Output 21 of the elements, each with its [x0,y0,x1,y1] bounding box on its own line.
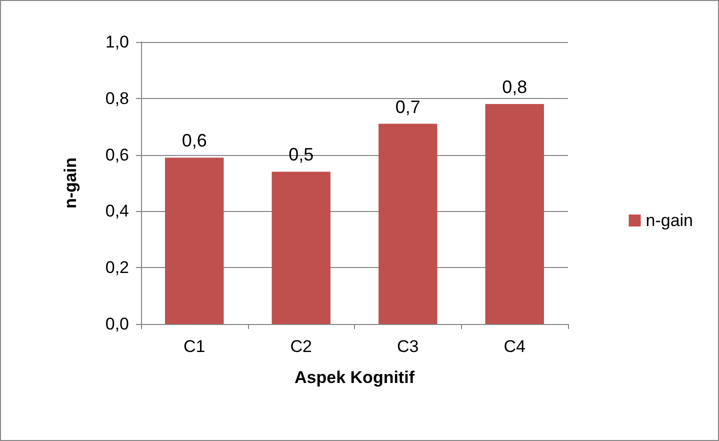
x-tick-label: C3 [397,337,419,356]
y-tick-label: 0,0 [105,314,129,334]
data-label: 0,7 [395,96,420,117]
y-tick-label: 0,2 [105,258,129,278]
legend-label: n-gain [646,211,694,230]
y-tick-label: 0,8 [105,88,129,108]
bar [378,124,438,324]
bar [165,158,224,324]
y-tick-label: 0,6 [105,145,129,164]
data-label: 0,8 [502,77,528,98]
y-tick-label: 0,4 [105,202,129,221]
y-tick-label: 1,0 [105,32,129,52]
data-label: 0,6 [182,130,207,151]
bar [272,172,330,324]
y-axis-title: n-gain [61,158,80,208]
x-tick-label: C1 [184,337,206,356]
x-tick-label: C2 [290,337,312,356]
x-axis-title: Aspek Kognitif [294,368,415,387]
x-tick-label: C4 [504,337,526,356]
bar [485,104,544,324]
data-label: 0,5 [288,144,314,165]
